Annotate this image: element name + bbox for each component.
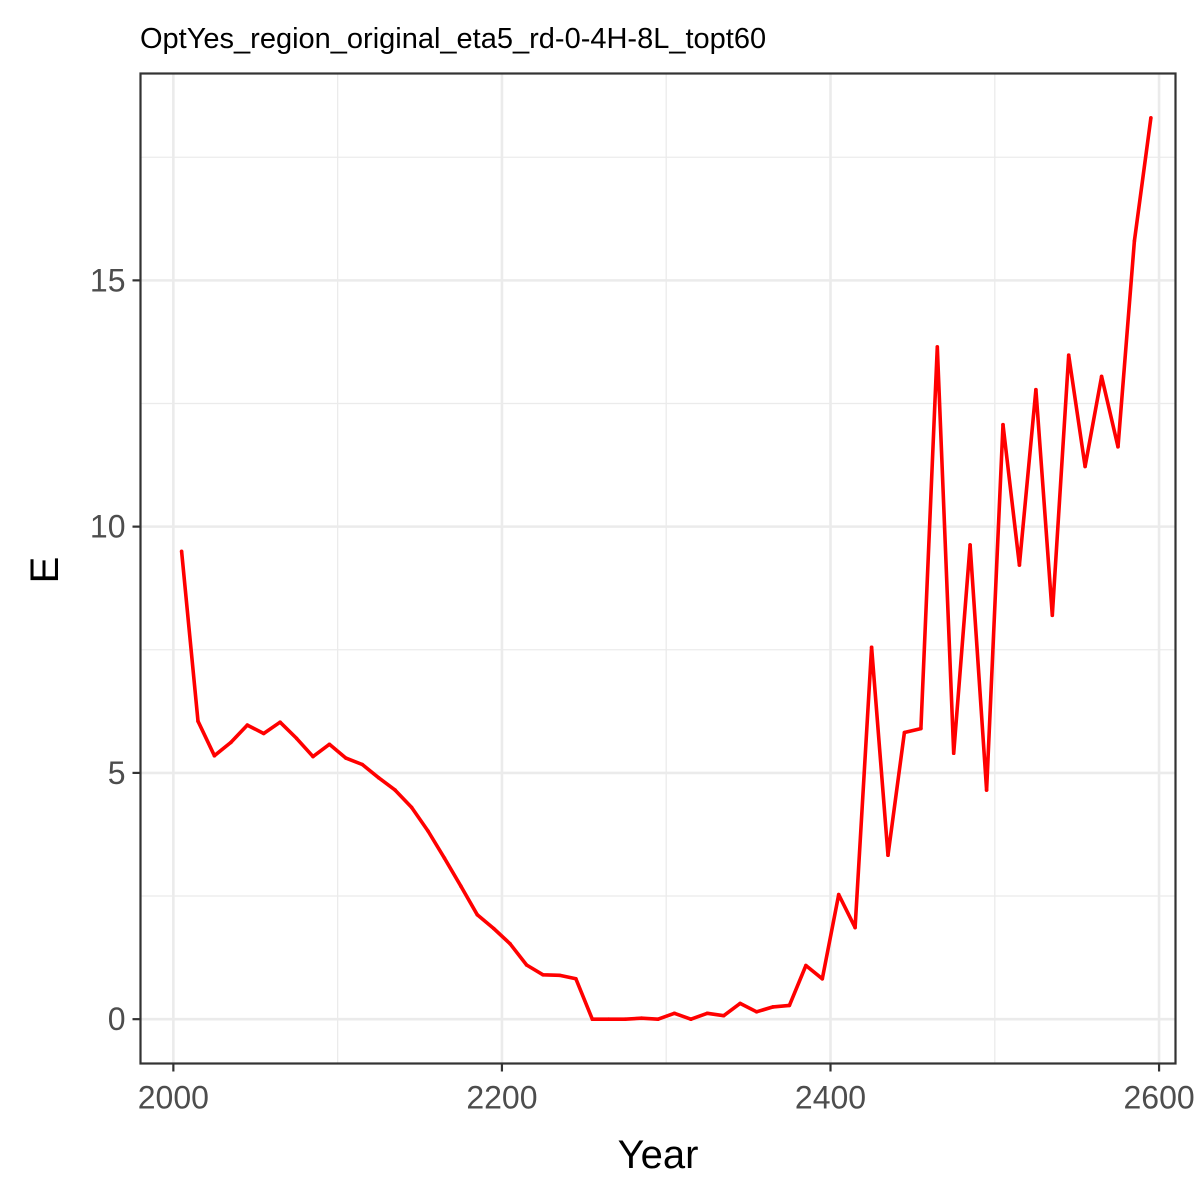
- y-tick-label: 0: [108, 1001, 126, 1037]
- data-point: [1132, 239, 1137, 243]
- x-axis-title: Year: [618, 1133, 699, 1177]
- y-tick-label: 10: [90, 509, 126, 545]
- chart-title: OptYes_region_original_eta5_rd-0-4H-8L_t…: [140, 23, 766, 55]
- data-point: [1083, 464, 1087, 469]
- x-tick-label: 2200: [466, 1080, 537, 1116]
- data-point: [327, 742, 332, 747]
- data-point: [606, 1017, 611, 1021]
- data-point: [179, 549, 184, 554]
- data-point: [393, 788, 397, 792]
- data-point: [442, 856, 447, 860]
- data-point: [1099, 374, 1104, 379]
- data-point: [541, 973, 545, 977]
- data-point: [1001, 422, 1005, 427]
- data-point: [1050, 613, 1055, 618]
- data-point: [261, 731, 266, 736]
- data-point: [935, 345, 940, 349]
- data-point: [426, 829, 430, 833]
- y-tick-label: 15: [90, 262, 126, 298]
- data-point: [984, 788, 989, 792]
- data-point: [656, 1017, 660, 1021]
- x-tick-label: 2600: [1123, 1080, 1194, 1116]
- data-point: [951, 751, 956, 755]
- data-point: [1066, 353, 1071, 358]
- data-point: [459, 884, 463, 888]
- data-point: [196, 719, 200, 723]
- data-point: [1034, 387, 1038, 392]
- y-axis-title: E: [23, 557, 67, 584]
- data-point: [590, 1017, 595, 1021]
- data-point: [344, 756, 348, 760]
- y-tick-label: 5: [108, 755, 126, 791]
- data-point: [557, 973, 562, 978]
- data-point: [623, 1017, 627, 1021]
- data-point: [689, 1017, 693, 1021]
- x-tick-label: 2400: [795, 1080, 866, 1116]
- data-point: [409, 805, 414, 810]
- data-point: [771, 1005, 775, 1009]
- data-point: [278, 720, 282, 724]
- data-point: [820, 977, 825, 981]
- data-point: [1149, 116, 1153, 120]
- data-point: [836, 892, 841, 897]
- data-point: [738, 1001, 742, 1006]
- data-point: [672, 1011, 677, 1016]
- data-point: [294, 736, 299, 741]
- data-point: [968, 543, 972, 547]
- data-point: [376, 776, 381, 780]
- y-axis-ticks: 0 5 10 15: [90, 262, 141, 1037]
- data-point: [787, 1003, 792, 1008]
- data-point: [229, 740, 233, 745]
- data-point: [475, 913, 480, 917]
- data-point: [804, 963, 808, 968]
- data-point: [721, 1013, 726, 1018]
- data-point: [639, 1016, 644, 1020]
- data-point: [902, 730, 907, 735]
- data-point: [886, 853, 890, 857]
- data-point: [853, 925, 857, 930]
- data-point: [245, 723, 250, 727]
- panel-border: [139, 72, 1177, 1065]
- minor-gridlines: [140, 73, 1176, 1064]
- series-layer: [179, 116, 1153, 1022]
- data-point: [212, 753, 217, 758]
- data-point: [754, 1010, 759, 1014]
- x-tick-label: 2000: [138, 1080, 209, 1116]
- major-gridlines: [140, 73, 1176, 1064]
- data-point: [360, 762, 365, 767]
- data-point: [524, 963, 529, 967]
- series-line: [179, 117, 1153, 1022]
- data-point: [919, 726, 923, 731]
- data-point: [508, 942, 512, 946]
- data-point: [705, 1011, 710, 1016]
- data-point: [574, 977, 578, 981]
- data-point: [1116, 445, 1120, 449]
- data-point: [311, 754, 315, 759]
- x-axis-ticks: 2000 2200 2400 2600: [138, 1063, 1195, 1116]
- data-point: [869, 645, 874, 650]
- data-point: [1017, 563, 1022, 567]
- data-point: [491, 926, 496, 931]
